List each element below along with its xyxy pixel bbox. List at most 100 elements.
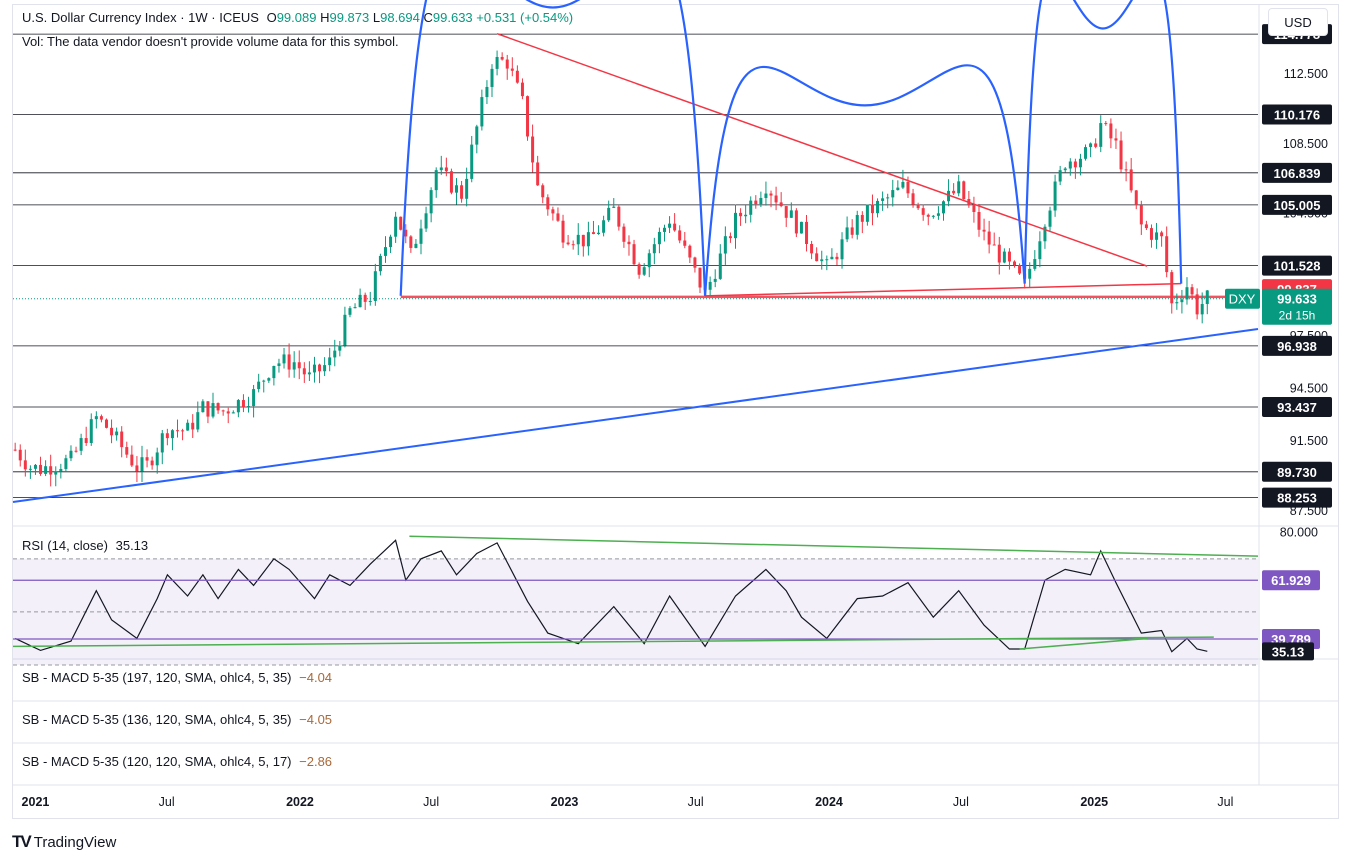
chart-frame[interactable] xyxy=(12,4,1339,819)
macd-title: SB - MACD 5-35 (136, 120, SMA, ohlc4, 5,… xyxy=(22,712,292,727)
candle-body xyxy=(718,253,722,279)
candle-body xyxy=(941,201,945,214)
candle-body xyxy=(236,400,240,413)
candle-body xyxy=(652,244,656,254)
tradingview-brand[interactable]: TV TradingView xyxy=(12,832,116,852)
rsi-trendline[interactable] xyxy=(409,535,1259,557)
arc-drawing[interactable] xyxy=(703,64,1026,296)
ohlc-high-label: H xyxy=(320,10,330,25)
candle-body xyxy=(49,466,53,475)
candle-body xyxy=(429,190,433,214)
candle-body xyxy=(201,401,205,413)
candle-body xyxy=(617,206,621,227)
symbol-title[interactable]: U.S. Dollar Currency Index · 1W · ICEUS xyxy=(22,10,259,25)
candle-body xyxy=(1160,232,1164,237)
candle-body xyxy=(952,190,956,194)
ohlc-low-value: 98.694 xyxy=(380,10,420,25)
candle-body xyxy=(744,214,748,217)
time-axis-tick: Jul xyxy=(159,795,175,809)
candle-body xyxy=(987,231,991,245)
rsi-trendline[interactable] xyxy=(12,636,1214,648)
candle-body xyxy=(1165,236,1169,273)
candle-body xyxy=(1149,228,1153,240)
candle-body xyxy=(140,457,144,472)
candle-body xyxy=(485,86,489,98)
candle-body xyxy=(277,363,281,366)
last-price-tag-bg xyxy=(1262,288,1332,325)
candle-body xyxy=(997,244,1001,263)
candle-body xyxy=(602,220,606,233)
level-label-bg xyxy=(1262,194,1332,215)
candle-body xyxy=(906,181,910,194)
candle-body xyxy=(267,378,271,381)
macd-legend-2[interactable]: SB - MACD 5-35 (136, 120, SMA, ohlc4, 5,… xyxy=(22,712,332,727)
candle-body xyxy=(409,236,413,248)
macd-legend-1[interactable]: SB - MACD 5-35 (197, 120, SMA, ohlc4, 5,… xyxy=(22,670,332,685)
currency-button[interactable]: USD xyxy=(1268,8,1328,36)
candle-body xyxy=(160,433,164,453)
candle-body xyxy=(1038,241,1042,260)
candle-body xyxy=(455,185,459,193)
candle-body xyxy=(830,256,834,260)
candle-body xyxy=(176,430,180,432)
arc-drawing[interactable] xyxy=(1023,0,1183,284)
candle-body xyxy=(637,264,641,275)
candle-body xyxy=(982,229,986,232)
level-label: 96.938 xyxy=(1277,339,1317,354)
time-axis-tick: Jul xyxy=(688,795,704,809)
support-trendline[interactable] xyxy=(12,328,1259,504)
price-axis-tick: 91.500 xyxy=(1290,434,1328,448)
candle-body xyxy=(855,214,859,235)
symbol-tag: DXY xyxy=(1229,292,1256,307)
candle-body xyxy=(581,234,585,247)
arc-drawing[interactable] xyxy=(399,0,707,296)
candle-body xyxy=(1028,268,1032,279)
candle-body xyxy=(419,228,423,244)
level-label-bg xyxy=(1262,255,1332,276)
candle-body xyxy=(911,193,915,205)
candle-body xyxy=(642,267,646,275)
macd-value: −4.04 xyxy=(299,670,333,685)
candle-body xyxy=(389,236,393,248)
candle-body xyxy=(693,257,697,268)
candle-body xyxy=(257,381,261,390)
candle-body xyxy=(586,232,590,247)
candle-body xyxy=(1094,143,1098,147)
candle-body xyxy=(64,458,68,469)
rsi-legend[interactable]: RSI (14, close) 35.13 xyxy=(22,538,148,553)
candle-body xyxy=(1053,181,1057,211)
candle-body xyxy=(505,59,509,69)
candle-body xyxy=(947,190,951,202)
candle-body xyxy=(1099,123,1103,147)
candle-body xyxy=(490,68,494,87)
candle-body xyxy=(1124,169,1128,171)
candle-body xyxy=(774,195,778,203)
candle-body xyxy=(992,244,996,246)
candle-body xyxy=(28,468,32,470)
candle-body xyxy=(571,244,575,246)
candle-body xyxy=(591,232,595,235)
candle-body xyxy=(1018,265,1022,274)
candle-body xyxy=(840,239,844,260)
candle-body xyxy=(972,205,976,212)
macd-legend-3[interactable]: SB - MACD 5-35 (120, 120, SMA, ohlc4, 5,… xyxy=(22,754,332,769)
candle-body xyxy=(1134,190,1138,205)
candle-body xyxy=(1195,294,1199,315)
triangle-lower-line[interactable] xyxy=(705,282,1182,297)
time-axis-tick: Jul xyxy=(953,795,969,809)
candle-body xyxy=(155,452,159,466)
time-axis-tick: 2025 xyxy=(1080,795,1108,809)
rsi-trendline[interactable] xyxy=(1019,637,1148,650)
price-change: +0.531 (+0.54%) xyxy=(476,10,574,25)
candle-body xyxy=(723,236,727,254)
candle-body xyxy=(870,204,874,214)
candle-body xyxy=(318,364,322,372)
triangle-upper-line[interactable] xyxy=(496,33,1148,267)
candle-body xyxy=(94,416,98,420)
candle-body xyxy=(865,204,869,222)
candle-body xyxy=(444,167,448,172)
candle-body xyxy=(1129,169,1133,191)
candle-body xyxy=(353,307,357,309)
ohlc-close-value: 99.633 xyxy=(432,10,473,25)
